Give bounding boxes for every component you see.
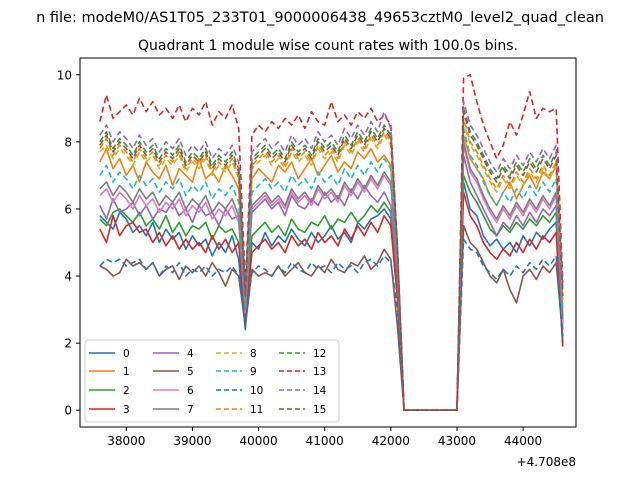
legend-label-6: 6 xyxy=(187,385,194,397)
series-line-8 xyxy=(99,120,564,412)
legend-label-4: 4 xyxy=(187,348,194,360)
series-line-15 xyxy=(99,110,564,412)
x-tick-label: 43000 xyxy=(438,434,476,448)
y-tick-label: 4 xyxy=(64,270,72,284)
legend-label-7: 7 xyxy=(187,404,194,416)
y-tick-label: 10 xyxy=(57,68,72,82)
legend-label-5: 5 xyxy=(187,366,194,378)
x-tick-label: 38000 xyxy=(107,434,145,448)
y-tick-label: 2 xyxy=(64,337,72,351)
legend-label-2: 2 xyxy=(123,385,130,397)
series-line-10 xyxy=(99,238,564,412)
series-layer xyxy=(99,73,564,412)
series-line-14 xyxy=(99,100,564,412)
legend-label-8: 8 xyxy=(250,348,257,360)
figure-suptitle: n file: modeM0/AS1T05_233T01_9000006438_… xyxy=(36,10,604,26)
legend-label-13: 13 xyxy=(313,366,326,378)
legend-label-11: 11 xyxy=(250,404,263,416)
series-line-9 xyxy=(99,127,564,412)
x-offset-label: +4.708e8 xyxy=(517,455,576,469)
y-tick-label: 8 xyxy=(64,135,72,149)
x-tick-label: 40000 xyxy=(239,434,277,448)
legend-label-14: 14 xyxy=(313,385,327,397)
x-axis: 38000 39000 40000 41000 42000 43000 44000 xyxy=(107,427,542,448)
series-line-6 xyxy=(99,144,564,412)
legend-label-10: 10 xyxy=(250,385,263,397)
series-line-3 xyxy=(99,191,564,412)
legend-label-3: 3 xyxy=(123,404,130,416)
series-line-7 xyxy=(99,141,564,412)
series-line-12 xyxy=(99,107,564,412)
legend-label-9: 9 xyxy=(250,366,257,378)
series-line-1 xyxy=(99,134,564,412)
axes-frame xyxy=(79,57,577,428)
series-line-2 xyxy=(99,174,564,412)
y-tick-label: 6 xyxy=(64,202,72,216)
series-line-13 xyxy=(99,73,564,412)
legend-label-15: 15 xyxy=(313,404,326,416)
series-line-5 xyxy=(99,224,564,412)
x-tick-label: 39000 xyxy=(173,434,211,448)
y-axis: 0 2 4 6 8 10 xyxy=(57,68,80,418)
series-line-11 xyxy=(99,117,564,412)
y-tick-label: 0 xyxy=(64,404,72,418)
x-tick-label: 41000 xyxy=(306,434,344,448)
series-line-4 xyxy=(99,154,564,412)
legend-label-0: 0 xyxy=(123,348,130,360)
legend-label-12: 12 xyxy=(313,348,326,360)
series-line-0 xyxy=(99,181,564,412)
legend-label-1: 1 xyxy=(123,366,130,378)
legend-frame xyxy=(84,339,340,423)
x-tick-label: 42000 xyxy=(372,434,410,448)
x-tick-label: 44000 xyxy=(504,434,542,448)
plot-area: 38000 39000 40000 41000 42000 43000 44000 0 2 4 6… xyxy=(57,57,577,469)
chart-title: Quadrant 1 module wise count rates with … xyxy=(138,38,518,54)
